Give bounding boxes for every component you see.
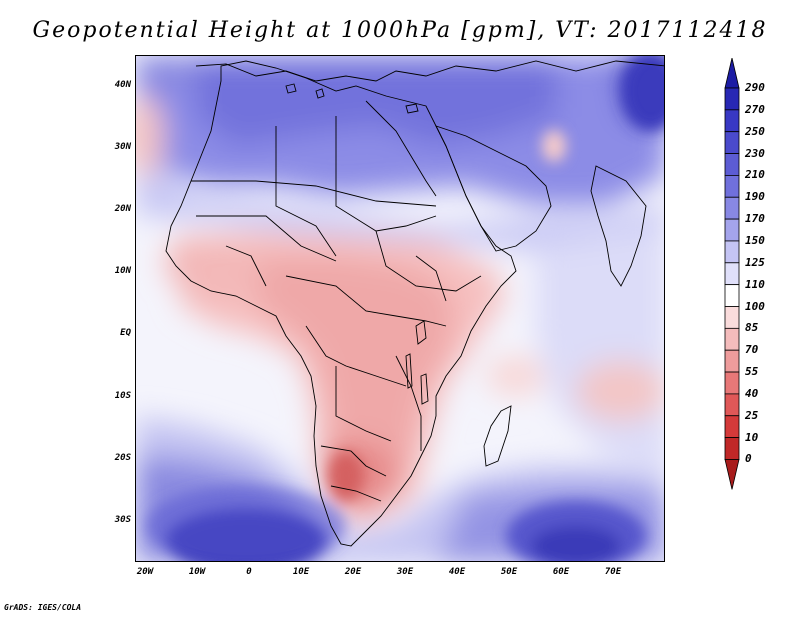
coastlines (165, 60, 664, 547)
colorbar-segment (724, 437, 740, 460)
map-title: Geopotential Height at 1000hPa [gpm], VT… (32, 18, 768, 43)
colorbar-bottom-arrow (724, 459, 740, 490)
colorbar-label: 70 (745, 343, 759, 357)
colorbar-segment (724, 284, 740, 307)
colorbar-segment (724, 87, 740, 111)
colorbar-segment (724, 109, 740, 133)
colorbar-label: 110 (745, 277, 765, 291)
lon-label-70e: 70E (604, 567, 622, 577)
colorbar-label: 150 (745, 233, 765, 247)
colorbar-label: 270 (745, 102, 765, 116)
colorbar-label: 100 (745, 299, 765, 313)
colorbar-label: 210 (745, 168, 765, 182)
colorbar-label: 10 (745, 430, 759, 444)
lat-label-eq: EQ (120, 328, 131, 338)
lat-label-20n: 20N (114, 204, 131, 214)
lon-label-20w: 20W (136, 567, 154, 577)
colorbar-segment (724, 371, 740, 395)
colorbar-label: 290 (745, 81, 765, 94)
lon-label-50e: 50E (500, 567, 518, 577)
colorbar-segment (724, 196, 740, 220)
colorbar-segment (724, 240, 740, 264)
lat-label-10n: 10N (114, 266, 131, 276)
lon-label-10w: 10W (188, 567, 206, 577)
colorbar-segment (724, 306, 740, 329)
lat-label-10s: 10S (114, 391, 131, 401)
lat-label-30s: 30S (114, 515, 131, 525)
lat-label-20s: 20S (114, 453, 131, 463)
map-panel (135, 55, 665, 562)
colorbar-segment (724, 153, 740, 176)
colorbar-segment (724, 175, 740, 198)
colorbar-segment (724, 415, 740, 439)
lat-label-30n: 30N (114, 142, 131, 152)
colorbar-label: 250 (745, 124, 765, 138)
colorbar-label: 125 (745, 255, 765, 269)
lon-label-10e: 10E (292, 567, 310, 577)
colorbar-label: 25 (745, 408, 759, 422)
lon-label-20e: 20E (344, 567, 362, 577)
footer-credit: GrADS: IGES/COLA (4, 603, 82, 612)
colorbar-label: 40 (745, 386, 759, 400)
colorbar-segment (724, 393, 740, 417)
colorbar (724, 58, 740, 490)
height-field (136, 56, 664, 561)
lon-label-40e: 40E (448, 567, 466, 577)
colorbar-segment (724, 218, 740, 242)
lon-label-30e: 30E (396, 567, 414, 577)
colorbar-label: 85 (745, 321, 759, 335)
colorbar-segment (724, 262, 740, 286)
colorbar-label: 170 (745, 212, 765, 226)
lon-label-60e: 60E (552, 567, 570, 577)
colorbar-label: 0 (745, 452, 752, 466)
lon-label-0: 0 (246, 567, 252, 577)
colorbar-segment (724, 327, 740, 351)
colorbar-top-arrow (724, 58, 740, 89)
height-extremes (146, 56, 664, 561)
colorbar-label: 55 (745, 365, 759, 379)
colorbar-label: 190 (745, 190, 765, 204)
map-svg (136, 56, 664, 561)
colorbar-segment (724, 349, 740, 373)
colorbar-label: 230 (745, 146, 765, 160)
colorbar-segment (724, 131, 740, 154)
lat-label-40n: 40N (114, 80, 131, 90)
